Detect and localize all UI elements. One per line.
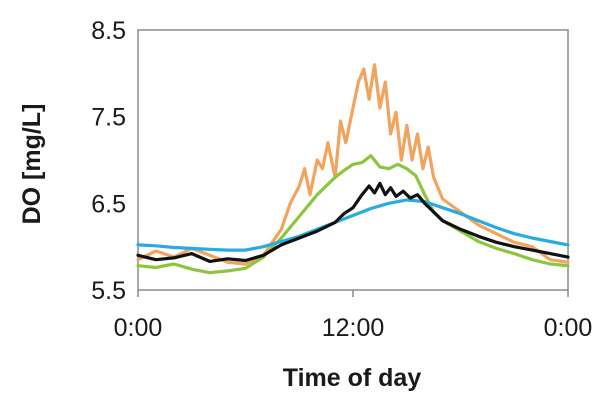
x-tick-label: 0:00 [114,314,163,342]
series-line-2 [136,154,570,275]
y-tick-label: 5.5 [91,277,126,305]
x-axis-title: Time of day [283,364,422,392]
y-tick-label: 7.5 [91,104,126,132]
y-tick-label: 6.5 [91,190,126,218]
series-line-4 [136,181,570,263]
series-lines [136,63,570,275]
x-axis-ticks: 0:00 12:00 0:00 [114,290,593,342]
series-line-3 [136,198,570,252]
x-tick-label: 12:00 [322,314,385,342]
y-axis-title: DO [mg/L] [18,104,46,225]
y-tick-label: 8.5 [91,17,126,45]
x-tick-label: 0:00 [544,314,593,342]
y-axis-ticks: 8.5 7.5 6.5 5.5 [91,17,126,305]
